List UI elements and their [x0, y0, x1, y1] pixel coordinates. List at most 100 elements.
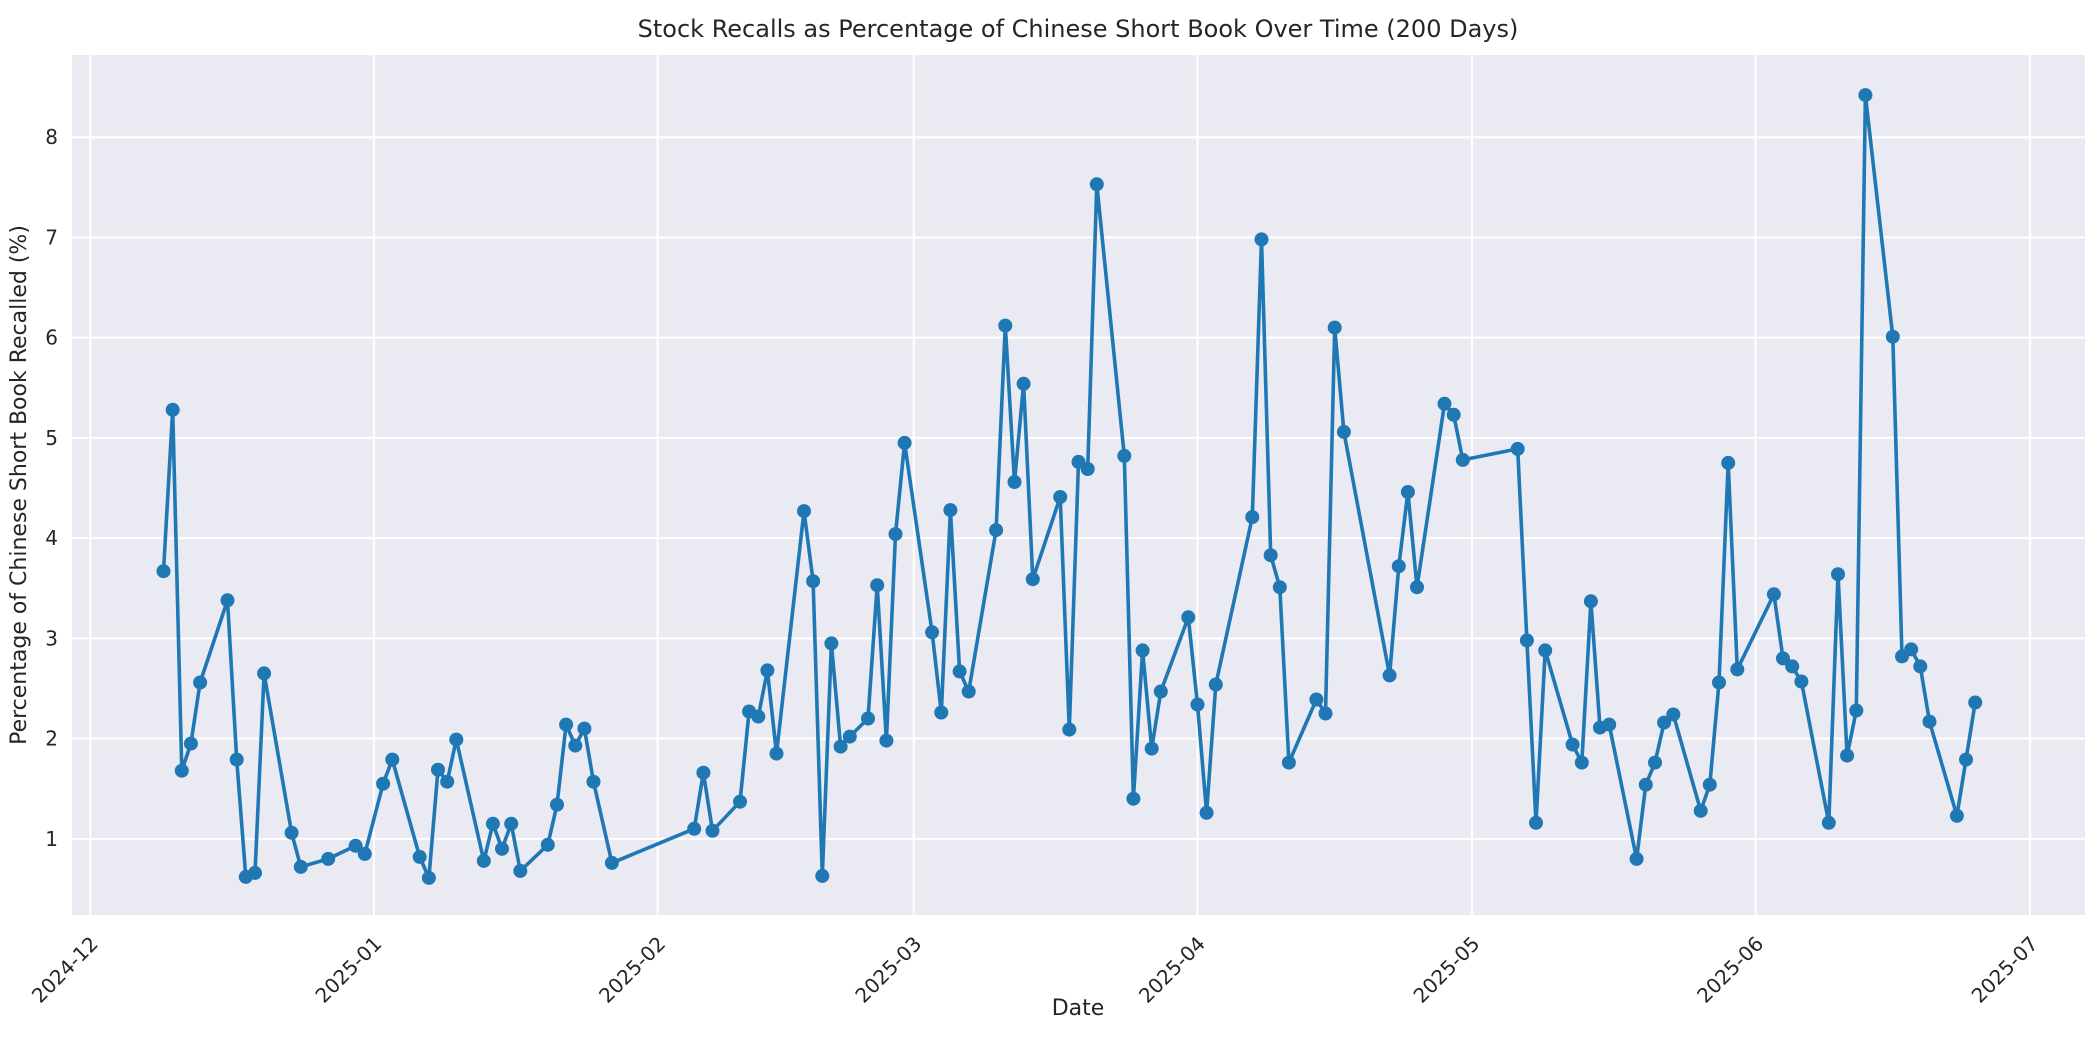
data-point — [1849, 703, 1864, 718]
data-point — [1885, 329, 1900, 344]
data-point — [1666, 707, 1681, 722]
data-point — [1153, 684, 1168, 699]
data-point — [504, 816, 519, 831]
data-point — [1794, 674, 1809, 689]
data-point — [604, 855, 619, 870]
data-point — [769, 746, 784, 761]
data-point — [1776, 651, 1790, 666]
data-point — [989, 523, 1004, 538]
y-tick-label: 3 — [45, 626, 58, 650]
gridlines — [72, 55, 2085, 915]
data-point — [833, 739, 848, 754]
data-point — [815, 868, 830, 883]
data-point — [1400, 485, 1415, 499]
data-point — [952, 664, 967, 679]
data-point — [412, 849, 427, 864]
data-point — [1959, 752, 1973, 767]
data-point — [1721, 455, 1736, 470]
data-point — [495, 841, 509, 856]
data-point — [1053, 490, 1068, 504]
data-point — [934, 705, 949, 720]
data-point — [1382, 668, 1397, 683]
data-point — [1831, 567, 1845, 582]
x-tick-label: 2025-01 — [310, 932, 386, 1008]
data-point — [586, 774, 601, 789]
x-tick-label: 2025-06 — [1692, 932, 1768, 1008]
data-point — [1730, 662, 1745, 677]
data-point — [1336, 424, 1351, 439]
y-tick-labels: 1 2 3 4 5 6 7 8 — [45, 125, 58, 851]
data-point — [1629, 851, 1644, 866]
data-point — [687, 821, 702, 836]
data-point — [421, 870, 436, 885]
data-point — [1007, 475, 1022, 489]
y-tick-label: 6 — [45, 326, 58, 350]
data-point — [1309, 692, 1324, 707]
data-point — [1821, 815, 1836, 830]
data-point — [440, 774, 455, 789]
data-point — [1840, 748, 1855, 763]
y-tick-label: 7 — [45, 225, 58, 249]
y-tick-label: 4 — [45, 526, 58, 550]
data-point — [348, 838, 363, 853]
data-point — [925, 625, 940, 640]
data-point — [1785, 659, 1800, 674]
x-tick-labels: 2024-12 2025-01 2025-02 2025-03 2025-04 2025-… — [27, 932, 2043, 1008]
data-point — [1144, 741, 1159, 756]
data-point — [1062, 722, 1077, 737]
data-point — [1949, 808, 1964, 823]
data-point — [797, 504, 811, 519]
data-point — [879, 733, 894, 748]
data-point — [998, 318, 1013, 333]
data-point — [1318, 706, 1333, 721]
data-point — [824, 636, 839, 651]
data-point — [1025, 572, 1040, 587]
data-point — [156, 564, 171, 579]
data-point — [1702, 777, 1717, 792]
data-point — [568, 738, 583, 753]
data-point — [449, 732, 464, 747]
y-axis-label: Percentage of Chinese Short Book Recalle… — [7, 225, 32, 745]
data-point — [870, 578, 885, 593]
data-point — [943, 503, 958, 518]
data-point — [1089, 177, 1104, 192]
data-point — [1135, 643, 1150, 658]
data-point — [293, 859, 308, 874]
data-point — [513, 863, 528, 878]
data-point — [751, 709, 766, 724]
data-point — [1913, 659, 1928, 674]
data-point — [842, 729, 857, 744]
data-point — [696, 765, 711, 780]
data-point — [1199, 805, 1214, 820]
data-point — [1657, 715, 1672, 730]
data-point — [1538, 643, 1553, 658]
x-tick-label: 2025-07 — [1967, 932, 2043, 1008]
data-point — [1327, 320, 1342, 335]
x-axis-label: Date — [1052, 996, 1105, 1021]
data-point — [1712, 675, 1726, 690]
y-tick-label: 8 — [45, 125, 58, 149]
data-point — [1693, 803, 1708, 818]
x-tick-label: 2024-12 — [27, 932, 103, 1008]
data-point — [376, 776, 391, 791]
data-point — [1574, 755, 1589, 770]
data-point — [1968, 695, 1983, 710]
data-point — [1904, 642, 1919, 657]
data-point — [559, 717, 574, 732]
data-point — [284, 825, 299, 840]
data-point — [1446, 407, 1461, 422]
data-point — [1510, 441, 1525, 456]
data-point — [1766, 587, 1781, 602]
data-point — [550, 797, 564, 812]
data-point — [229, 752, 244, 767]
data-point — [1254, 232, 1269, 247]
data-point — [760, 663, 775, 678]
series — [156, 88, 1983, 885]
x-tick-label: 2025-03 — [850, 932, 926, 1008]
x-tick-label: 2025-05 — [1408, 932, 1484, 1008]
data-point — [431, 762, 445, 777]
data-point — [1272, 580, 1287, 595]
data-point — [1583, 594, 1598, 609]
data-point — [248, 865, 262, 880]
